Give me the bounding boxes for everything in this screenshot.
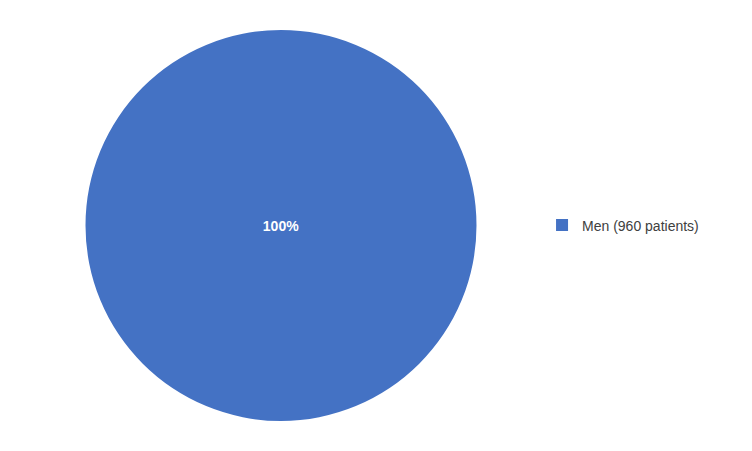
svg-text:100%: 100% (263, 218, 299, 234)
svg-text:Men (960 patients): Men (960 patients) (582, 218, 699, 234)
